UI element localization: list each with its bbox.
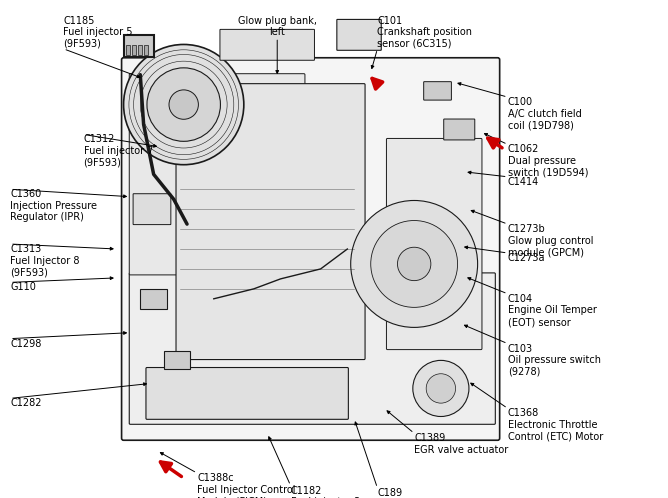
FancyBboxPatch shape — [424, 82, 452, 100]
FancyBboxPatch shape — [133, 194, 171, 225]
FancyBboxPatch shape — [176, 84, 365, 360]
Bar — [132, 45, 136, 55]
Circle shape — [351, 201, 478, 327]
Circle shape — [124, 44, 244, 165]
Text: C101
Crankshaft position
sensor (6C315): C101 Crankshaft position sensor (6C315) — [377, 15, 472, 49]
Text: C1360
Injection Pressure
Regulator (IPR): C1360 Injection Pressure Regulator (IPR) — [10, 189, 97, 223]
FancyBboxPatch shape — [444, 119, 475, 140]
Text: C104
Engine Oil Temper
(EOT) sensor: C104 Engine Oil Temper (EOT) sensor — [508, 294, 597, 327]
Bar — [144, 45, 148, 55]
Text: C103
Oil pressure switch
(9278): C103 Oil pressure switch (9278) — [508, 344, 601, 377]
Text: C189
Throttle Position
Sensor (TPS)
(9B989): C189 Throttle Position Sensor (TPS) (9B9… — [377, 488, 457, 498]
Text: C1273b
Glow plug control
module (GPCM): C1273b Glow plug control module (GPCM) — [508, 224, 593, 257]
Text: C1389
EGR valve actuator: C1389 EGR valve actuator — [414, 433, 508, 455]
Text: C1062
Dual pressure
switch (19D594): C1062 Dual pressure switch (19D594) — [508, 144, 589, 178]
Text: C1282: C1282 — [10, 398, 41, 408]
Text: C1414: C1414 — [508, 177, 539, 187]
FancyBboxPatch shape — [220, 29, 315, 60]
Circle shape — [426, 374, 456, 403]
Text: C1313
Fuel Injector 8
(9F593): C1313 Fuel Injector 8 (9F593) — [10, 244, 79, 277]
Text: C1182
Fuel injector 2
(9F593): C1182 Fuel injector 2 (9F593) — [291, 486, 360, 498]
FancyBboxPatch shape — [122, 58, 500, 440]
FancyBboxPatch shape — [124, 35, 154, 57]
Text: G110: G110 — [10, 282, 36, 292]
Circle shape — [169, 90, 198, 120]
FancyBboxPatch shape — [130, 74, 305, 275]
Text: C1388c
Fuel Injector Control
Module (FICM): C1388c Fuel Injector Control Module (FIC… — [197, 473, 295, 498]
Text: C100
A/C clutch field
coil (19D798): C100 A/C clutch field coil (19D798) — [508, 97, 581, 130]
Circle shape — [413, 361, 469, 416]
Text: C1368
Electronic Throttle
Control (ETC) Motor: C1368 Electronic Throttle Control (ETC) … — [508, 408, 603, 442]
Circle shape — [397, 247, 431, 281]
Text: Glow plug bank,
left: Glow plug bank, left — [238, 16, 317, 37]
FancyBboxPatch shape — [164, 351, 190, 369]
FancyBboxPatch shape — [130, 273, 495, 424]
FancyBboxPatch shape — [140, 289, 167, 309]
FancyBboxPatch shape — [387, 138, 482, 350]
Text: C1185
Fuel injector 5
(9F593): C1185 Fuel injector 5 (9F593) — [63, 15, 133, 49]
FancyBboxPatch shape — [146, 368, 348, 419]
Text: C1298: C1298 — [10, 339, 41, 349]
Circle shape — [147, 68, 220, 141]
FancyBboxPatch shape — [337, 19, 381, 50]
Circle shape — [371, 221, 458, 307]
Bar — [138, 45, 142, 55]
Text: C1273a: C1273a — [508, 253, 545, 263]
Text: C1312
Fuel injector 7
(9F593): C1312 Fuel injector 7 (9F593) — [84, 134, 153, 168]
Bar — [126, 45, 130, 55]
